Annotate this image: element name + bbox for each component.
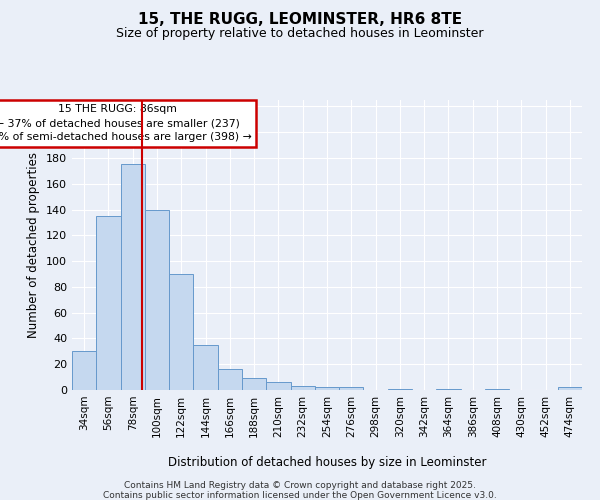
Bar [218,370,242,390]
Bar [242,378,266,390]
Text: Distribution of detached houses by size in Leominster: Distribution of detached houses by size … [168,456,486,469]
Bar [72,352,96,390]
Bar [339,388,364,390]
Bar [558,388,582,390]
Text: 15, THE RUGG, LEOMINSTER, HR6 8TE: 15, THE RUGG, LEOMINSTER, HR6 8TE [138,12,462,28]
Text: Contains public sector information licensed under the Open Government Licence v3: Contains public sector information licen… [103,490,497,500]
Text: 15 THE RUGG: 86sqm
← 37% of detached houses are smaller (237)
62% of semi-detach: 15 THE RUGG: 86sqm ← 37% of detached hou… [0,104,251,142]
Text: Contains HM Land Registry data © Crown copyright and database right 2025.: Contains HM Land Registry data © Crown c… [124,482,476,490]
Bar [145,210,169,390]
Bar [290,386,315,390]
Bar [193,345,218,390]
Bar [315,388,339,390]
Text: Size of property relative to detached houses in Leominster: Size of property relative to detached ho… [116,28,484,40]
Bar [388,388,412,390]
Bar [169,274,193,390]
Bar [485,388,509,390]
Bar [121,164,145,390]
Bar [436,388,461,390]
Y-axis label: Number of detached properties: Number of detached properties [28,152,40,338]
Bar [96,216,121,390]
Bar [266,382,290,390]
